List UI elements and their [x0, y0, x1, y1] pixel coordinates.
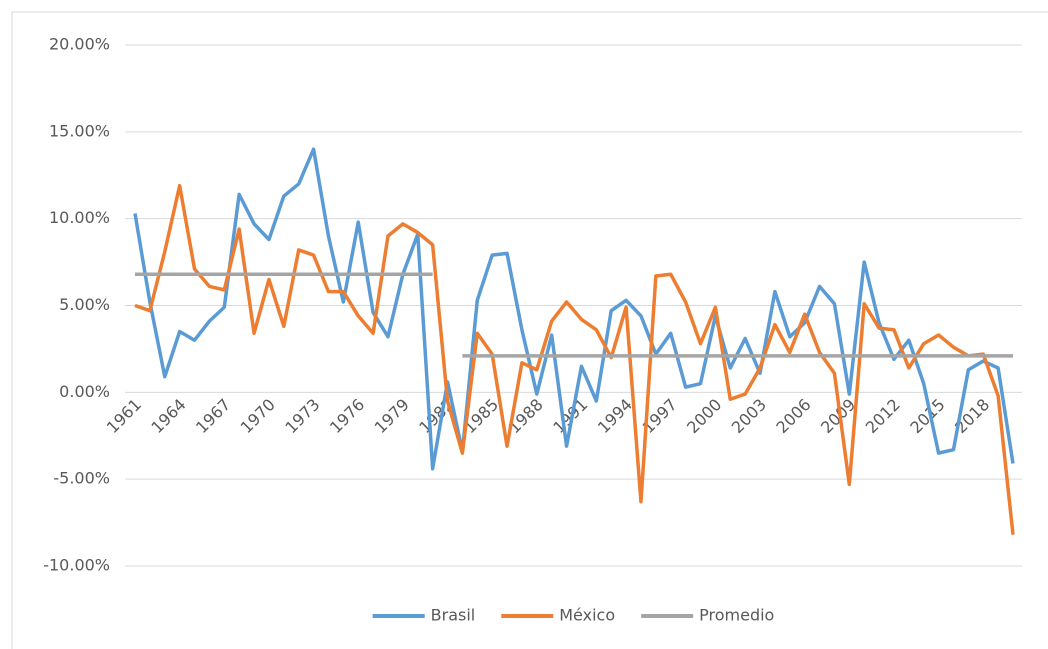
- x-tick-label: 1976: [326, 395, 368, 437]
- x-tick-label: 1979: [371, 395, 413, 437]
- x-tick-label: 1970: [237, 395, 279, 437]
- x-tick-label: 1961: [103, 395, 145, 437]
- legend-label: Brasil: [431, 606, 476, 625]
- legend-label: Promedio: [699, 606, 774, 625]
- series-line: [133, 147, 1015, 471]
- x-tick-label: 2006: [772, 395, 814, 437]
- y-tick-label: -10.00%: [43, 556, 110, 575]
- x-tick-label: 1994: [594, 395, 636, 437]
- x-tick-label: 2003: [728, 395, 770, 437]
- y-tick-label: 5.00%: [59, 295, 110, 314]
- x-tick-label: 1973: [281, 395, 323, 437]
- x-tick-label: 1964: [147, 395, 189, 437]
- series-line: [134, 183, 1015, 535]
- y-tick-label: 20.00%: [49, 35, 110, 54]
- legend-label: México: [559, 606, 615, 625]
- x-tick-label: 2012: [862, 395, 904, 437]
- y-tick-label: 15.00%: [49, 121, 110, 140]
- x-tick-label: 2000: [683, 395, 725, 437]
- y-tick-label: -5.00%: [53, 469, 110, 488]
- series-line: [135, 272, 1013, 358]
- y-tick-label: 10.00%: [49, 208, 110, 227]
- chart-frame: [11, 11, 1048, 649]
- y-tick-label: 0.00%: [59, 382, 110, 401]
- x-tick-label: 1967: [192, 395, 234, 437]
